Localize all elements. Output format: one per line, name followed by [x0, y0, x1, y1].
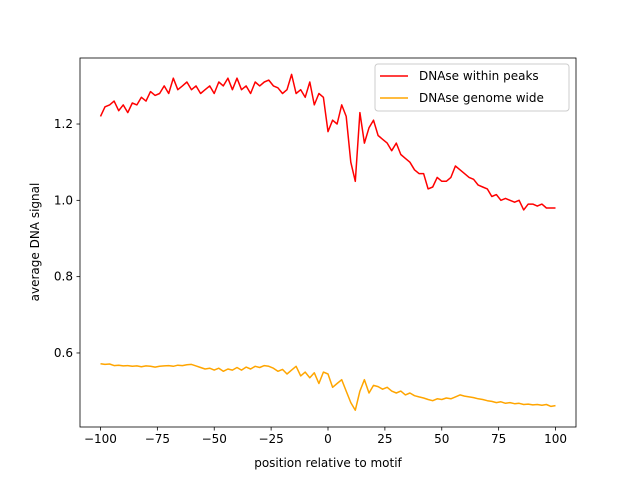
x-tick-label: −100 [84, 432, 117, 446]
x-tick-label: −50 [202, 432, 227, 446]
x-tick-label: 0 [324, 432, 332, 446]
y-tick-label: 1.2 [54, 117, 73, 131]
legend: DNAse within peaks DNAse genome wide [374, 63, 570, 112]
x-tick-label: −25 [258, 432, 283, 446]
series-line-0 [99, 73, 556, 211]
x-tick-label: 75 [491, 432, 506, 446]
plot-frame [79, 57, 577, 428]
y-tick-label: 0.8 [54, 270, 73, 284]
y-axis-label: average DNA signal [28, 183, 42, 302]
y-tick-label: 1.0 [54, 193, 73, 207]
series-line-1 [100, 362, 556, 411]
y-tick-label: 0.6 [54, 346, 73, 360]
x-tick-label: 100 [544, 432, 567, 446]
x-tick-label: 25 [377, 432, 392, 446]
legend-label-peaks: DNAse within peaks [419, 69, 539, 83]
legend-label-genome: DNAse genome wide [419, 91, 544, 105]
x-axis-label: position relative to motif [254, 456, 402, 470]
x-tick-label: −75 [145, 432, 170, 446]
x-tick-label: 50 [434, 432, 449, 446]
